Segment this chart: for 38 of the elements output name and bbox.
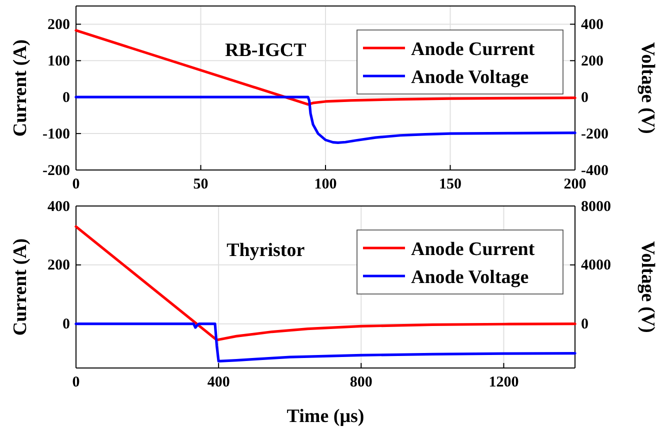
y-tick-label: -100 <box>42 126 70 142</box>
y-tick-label: 400 <box>48 198 70 215</box>
x-tick-label: 50 <box>193 176 208 193</box>
line-series <box>74 29 576 106</box>
text: Thyristor <box>226 240 306 261</box>
y2-tick-label: 0 <box>581 316 588 333</box>
y-tick-label: -200 <box>42 162 70 179</box>
y2-axis-title: Voltage (V) <box>637 42 658 134</box>
line-series <box>74 96 576 144</box>
y-tick-label: 200 <box>48 258 70 274</box>
legend-label: Anode Current <box>411 39 536 60</box>
x-tick-label: 400 <box>207 374 230 391</box>
x-tick-label: 800 <box>350 374 372 391</box>
y2-tick-label: 0 <box>581 90 588 106</box>
y-tick-label: 100 <box>48 53 70 70</box>
y2-axis-title: Voltage (V) <box>637 241 658 333</box>
y-tick-label: 0 <box>62 316 70 333</box>
legend-label: Anode Voltage <box>411 67 529 88</box>
x-tick-label: 200 <box>564 176 586 193</box>
y2-tick-label: -200 <box>581 126 608 142</box>
x-tick-label: 1200 <box>488 374 519 391</box>
y2-tick-label: 4000 <box>581 258 611 274</box>
line-series <box>74 225 576 342</box>
y2-tick-label: 8000 <box>581 198 611 215</box>
y-tick-label: 0 <box>62 90 70 106</box>
y2-tick-label: 400 <box>581 17 604 34</box>
legend-label: Anode Current <box>411 239 536 260</box>
line-series <box>74 322 576 363</box>
y2-tick-label: -400 <box>581 162 608 179</box>
y-tick-label: 200 <box>48 17 70 34</box>
legend-label: Anode Voltage <box>411 267 529 288</box>
x-axis-title: Time (μs) <box>286 406 364 427</box>
y2-tick-label: 200 <box>581 53 604 70</box>
y-axis-title: Current (A) <box>10 39 31 137</box>
x-tick-label: 150 <box>439 176 462 193</box>
x-tick-label: 100 <box>314 176 337 193</box>
text: RB-IGCT <box>224 40 307 61</box>
y-axis-title: Current (A) <box>10 238 31 336</box>
